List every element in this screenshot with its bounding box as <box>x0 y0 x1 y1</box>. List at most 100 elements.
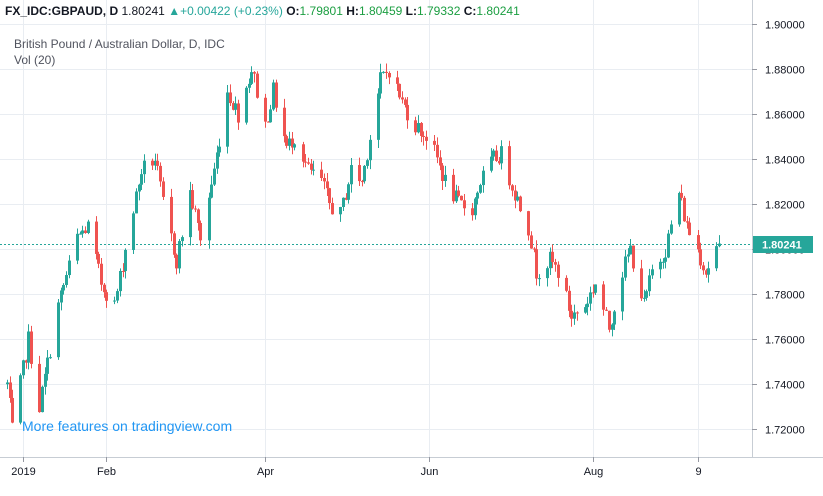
candle-body <box>621 277 624 312</box>
candle-body <box>232 103 235 110</box>
candle-body <box>328 188 331 204</box>
candle-body <box>173 233 176 255</box>
candle-body <box>670 224 673 234</box>
x-tick-label: Aug <box>584 466 604 478</box>
candle-body <box>422 135 425 137</box>
candle-body <box>594 284 597 293</box>
x-tick-label: Jun <box>421 466 439 478</box>
candle-body <box>508 146 511 186</box>
promo-link[interactable]: More features on tradingview.com <box>22 418 233 434</box>
candle-body <box>576 312 579 314</box>
candle-body <box>538 278 541 280</box>
candle-body <box>460 195 463 201</box>
candle-body <box>310 163 313 170</box>
candle-body <box>535 249 538 279</box>
candle-body <box>455 190 458 202</box>
candle-body <box>500 146 503 164</box>
candle-body <box>307 162 310 164</box>
candle-body <box>124 249 127 272</box>
candle-body <box>97 253 100 264</box>
open-label: O: <box>286 4 300 18</box>
candle-body <box>686 221 689 223</box>
candle-body <box>326 181 329 189</box>
candle-body <box>105 292 108 301</box>
candle-body <box>30 331 33 364</box>
candle-body <box>678 192 681 225</box>
y-tick-label: 1.84000 <box>765 155 805 167</box>
candle-body <box>718 243 721 247</box>
candle-body <box>688 222 691 236</box>
open-value: 1.79801 <box>299 4 343 18</box>
candle-body <box>627 254 630 257</box>
candle-body <box>436 144 439 158</box>
candle-body <box>248 83 251 88</box>
candle-body <box>216 152 219 169</box>
x-tick-label: 2019 <box>11 466 35 478</box>
candle-body <box>60 290 63 303</box>
candle-body <box>377 93 380 140</box>
candle-body <box>27 331 30 363</box>
close-value: 1.80241 <box>476 4 520 18</box>
candle-body <box>197 209 200 223</box>
candle-body <box>570 310 573 319</box>
candle-body <box>568 290 571 311</box>
candle-body <box>81 230 84 234</box>
candle-body <box>38 363 41 413</box>
candle-body <box>699 249 702 266</box>
candle-body <box>369 139 372 161</box>
candle-body <box>382 71 385 73</box>
candle-body <box>6 382 9 385</box>
candle-body <box>116 291 119 301</box>
candle-body <box>702 265 705 271</box>
candle-body <box>68 260 71 276</box>
candle-body <box>586 303 589 308</box>
chart-legend-title: British Pound / Australian Dollar, D, ID… <box>14 37 225 51</box>
symbol-name[interactable]: FX_IDC:GBPAUD, D <box>5 4 119 18</box>
candle-body <box>293 144 296 148</box>
candle-body <box>662 261 665 263</box>
x-tick-label: Apr <box>257 466 274 478</box>
candle-body <box>715 246 718 269</box>
grid <box>0 0 752 457</box>
candle-body <box>554 262 557 265</box>
candle-body <box>178 241 181 269</box>
y-tick-label: 1.90000 <box>765 20 805 32</box>
candle-body <box>350 165 353 185</box>
candle-body <box>379 72 382 94</box>
candle-body <box>41 386 44 413</box>
close-label: C: <box>463 4 477 18</box>
candle-body <box>76 233 79 261</box>
candle-body <box>143 160 146 175</box>
candle-body <box>664 257 667 262</box>
candle-body <box>361 181 364 183</box>
candle-body <box>645 291 648 298</box>
candle-body <box>154 160 157 166</box>
y-tick-label: 1.78000 <box>765 290 805 302</box>
candle-body <box>584 307 587 313</box>
candle-body <box>213 168 216 185</box>
candle-body <box>49 357 52 359</box>
x-axis: 2019 Feb Apr Jun Aug 9 <box>11 457 702 478</box>
candle-body <box>194 208 197 210</box>
last-price-tag: 1.80241 <box>753 236 813 253</box>
candle-body <box>533 248 536 250</box>
change-value: +0.00422 (+0.23%) <box>180 4 283 18</box>
candle-body <box>245 87 248 123</box>
candle-body <box>132 213 135 250</box>
candle-body <box>363 165 366 182</box>
volume-legend[interactable]: Vol (20) <box>14 53 56 67</box>
candle-body <box>103 284 106 293</box>
last-price-tag-box <box>753 236 813 253</box>
candle-body <box>275 82 278 108</box>
candle-body <box>269 109 272 123</box>
candle-body <box>640 268 643 299</box>
candle-body <box>288 138 291 146</box>
candle-body <box>683 197 686 222</box>
candle-body <box>425 136 428 141</box>
y-tick-label: 1.82000 <box>765 200 805 212</box>
candle-body <box>19 375 22 423</box>
candle-body <box>342 197 345 208</box>
candle-body <box>697 235 700 250</box>
